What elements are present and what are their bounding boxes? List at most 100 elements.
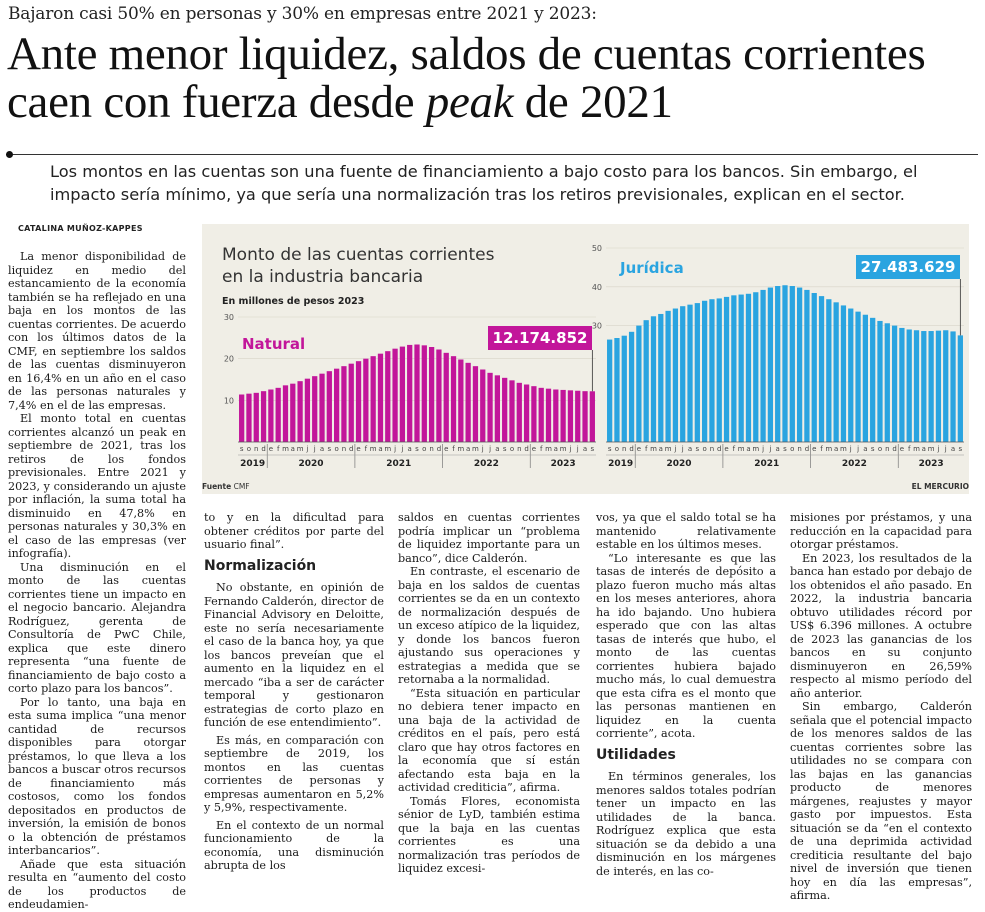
paragraph: misiones por préstamos, y una reducción … bbox=[790, 511, 972, 551]
month-tick-label: n bbox=[710, 445, 714, 453]
month-tick-label: n bbox=[797, 445, 801, 453]
month-tick-label: j bbox=[576, 445, 579, 453]
month-tick-label: a bbox=[746, 445, 750, 453]
month-tick-label: o bbox=[615, 445, 619, 453]
bar bbox=[804, 289, 810, 442]
paragraph: La menor disponibilidad de liquidez en m… bbox=[8, 250, 186, 412]
year-label: 2022 bbox=[474, 459, 499, 469]
bar bbox=[392, 348, 398, 442]
bar bbox=[465, 362, 471, 442]
month-tick-label: f bbox=[365, 445, 368, 453]
bar bbox=[253, 392, 259, 442]
bar bbox=[363, 358, 369, 442]
month-tick-label: m bbox=[738, 445, 745, 453]
bar bbox=[621, 335, 627, 442]
bar bbox=[877, 320, 883, 442]
source-label: Fuente bbox=[202, 482, 232, 491]
chart-subtitle: En millones de pesos 2023 bbox=[222, 296, 364, 307]
bar bbox=[260, 391, 267, 442]
bar bbox=[906, 329, 912, 442]
month-tick-label: s bbox=[959, 445, 963, 453]
month-tick-label: j bbox=[313, 445, 316, 453]
month-tick-label: a bbox=[583, 445, 587, 453]
month-tick-label: m bbox=[457, 445, 464, 453]
bar bbox=[614, 338, 620, 442]
month-tick-label: m bbox=[913, 445, 920, 453]
headline: Ante menor liquidez, saldos de cuentas c… bbox=[7, 28, 926, 128]
bar bbox=[723, 296, 730, 442]
bar bbox=[607, 339, 613, 442]
month-tick-label: n bbox=[517, 445, 521, 453]
year-label: 2022 bbox=[842, 459, 867, 469]
month-tick-label: f bbox=[733, 445, 736, 453]
bar bbox=[672, 308, 679, 442]
paragraph: El monto total en cuentas corrientes alc… bbox=[8, 412, 186, 560]
month-tick-label: f bbox=[277, 445, 280, 453]
year-label: 2023 bbox=[551, 459, 576, 469]
month-tick-label: e bbox=[269, 445, 273, 453]
chart-title-line-1: Monto de las cuentas corrientes bbox=[222, 245, 495, 265]
deck: Los montos en las cuentas son una fuente… bbox=[50, 162, 918, 204]
chart-panel: Monto de las cuentas corrientes en la ind… bbox=[202, 224, 969, 494]
month-tick-label: n bbox=[254, 445, 258, 453]
month-tick-label: a bbox=[554, 445, 558, 453]
bar bbox=[840, 305, 847, 442]
bar bbox=[246, 393, 252, 442]
month-tick-label: d bbox=[717, 445, 721, 453]
month-tick-label: a bbox=[659, 445, 663, 453]
month-tick-label: j bbox=[568, 445, 571, 453]
month-tick-label: o bbox=[334, 445, 338, 453]
month-tick-label: j bbox=[856, 445, 859, 453]
month-tick-label: s bbox=[783, 445, 787, 453]
year-label: 2019 bbox=[608, 459, 633, 469]
paragraph: En 2023, los resultados de la banca han … bbox=[790, 551, 972, 700]
bar bbox=[275, 387, 281, 442]
month-tick-label: j bbox=[681, 445, 684, 453]
bar bbox=[319, 373, 325, 442]
bar bbox=[811, 293, 817, 442]
value-callout-box bbox=[488, 326, 592, 350]
bar bbox=[370, 356, 376, 442]
bar bbox=[694, 303, 700, 442]
bar bbox=[341, 366, 347, 442]
bar bbox=[421, 345, 427, 442]
paragraph: No obstante, en opinión de Fernando Cald… bbox=[204, 581, 384, 729]
subheading-utilidades: Utilidades bbox=[596, 746, 676, 763]
series-label: Natural bbox=[242, 335, 305, 353]
month-tick-label: f bbox=[540, 445, 543, 453]
y-tick-label: 10 bbox=[224, 396, 234, 405]
month-tick-label: a bbox=[466, 445, 470, 453]
bar bbox=[480, 369, 486, 442]
paragraph: Es más, en comparación con septiembre de… bbox=[204, 733, 384, 815]
month-tick-label: a bbox=[776, 445, 780, 453]
bar bbox=[538, 387, 544, 442]
bar bbox=[239, 394, 245, 442]
month-tick-label: j bbox=[305, 445, 308, 453]
month-tick-label: m bbox=[840, 445, 847, 453]
bar bbox=[567, 390, 574, 442]
kicker: Bajaron casi 50% en personas y 30% en em… bbox=[8, 4, 597, 24]
bar bbox=[312, 376, 318, 442]
brand-credit: EL MERCURIO bbox=[911, 482, 969, 491]
bar bbox=[760, 289, 766, 442]
bar bbox=[297, 381, 303, 442]
y-tick-label: 30 bbox=[224, 313, 234, 322]
month-tick-label: a bbox=[688, 445, 692, 453]
month-tick-label: m bbox=[825, 445, 832, 453]
paragraph: vos, ya que el saldo total se ha manteni… bbox=[596, 511, 776, 551]
paragraph: En el contexto de un normal funcionamien… bbox=[204, 818, 384, 873]
bar bbox=[935, 330, 942, 442]
bar bbox=[848, 308, 854, 442]
bar bbox=[355, 361, 362, 442]
paragraph: “Lo interesante es que las tasas de inte… bbox=[596, 551, 776, 741]
month-tick-label: s bbox=[608, 445, 612, 453]
bar bbox=[450, 356, 457, 442]
month-tick-label: j bbox=[761, 445, 764, 453]
month-tick-label: j bbox=[944, 445, 947, 453]
bar bbox=[377, 353, 384, 442]
month-tick-label: d bbox=[629, 445, 633, 453]
month-tick-label: n bbox=[429, 445, 433, 453]
month-tick-label: f bbox=[452, 445, 455, 453]
bar bbox=[833, 302, 839, 442]
bar bbox=[716, 298, 722, 442]
